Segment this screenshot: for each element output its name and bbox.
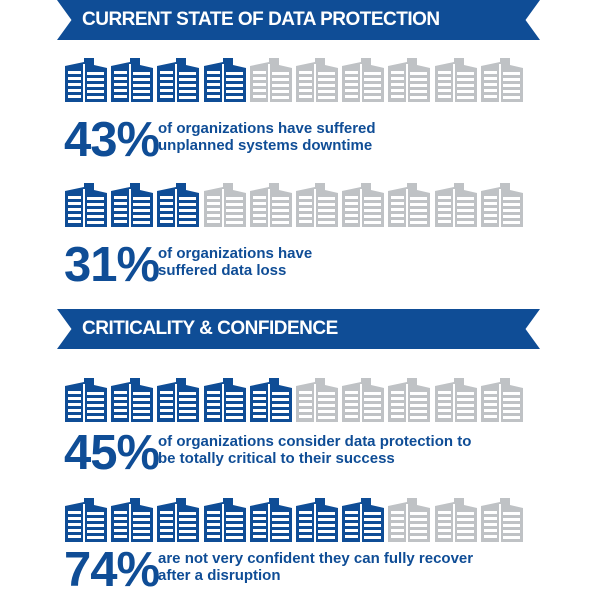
office-building-icon (249, 498, 293, 542)
office-building-icon (110, 498, 154, 542)
office-building-icon (480, 183, 524, 227)
office-building-icon (387, 58, 431, 102)
office-building-icon (110, 378, 154, 422)
office-building-icon (387, 378, 431, 422)
section-title: CURRENT STATE OF DATA PROTECTION (82, 9, 440, 30)
office-building-icon (64, 58, 108, 102)
stat-description-line: after a disruption (158, 567, 281, 584)
office-building-icon (341, 378, 385, 422)
stat-downtime: 43% of organizations have suffered unpla… (64, 115, 564, 165)
office-building-icon (249, 378, 293, 422)
office-building-icon (249, 183, 293, 227)
office-building-icon (203, 498, 247, 542)
office-building-icon (203, 183, 247, 227)
section-banner-criticality: CRITICALITY & CONFIDENCE (57, 309, 540, 349)
office-building-icon (156, 498, 200, 542)
office-building-icon (156, 58, 200, 102)
stat-critical: 45% of organizations consider data prote… (64, 428, 564, 478)
office-building-icon (295, 378, 339, 422)
office-building-icon (480, 58, 524, 102)
stat-percent: 45% (64, 426, 160, 480)
stat-description: of organizations consider data protectio… (158, 433, 471, 467)
office-building-icon (249, 58, 293, 102)
stat-description-line: of organizations have (158, 245, 313, 262)
office-building-icon (64, 183, 108, 227)
stat-data-loss: 31% of organizations have suffered data … (64, 240, 564, 290)
office-building-icon (295, 183, 339, 227)
stat-percent: 43% (64, 113, 160, 167)
office-building-icon (156, 183, 200, 227)
section-banner-current-state: CURRENT STATE OF DATA PROTECTION (57, 0, 540, 40)
stat-description-line: of organizations consider data protectio… (158, 433, 472, 450)
building-icon-row (64, 58, 524, 102)
office-building-icon (295, 498, 339, 542)
office-building-icon (64, 498, 108, 542)
stat-percent: 74% (64, 543, 160, 597)
office-building-icon (341, 183, 385, 227)
office-building-icon (295, 58, 339, 102)
office-building-icon (480, 498, 524, 542)
building-icon-row (64, 498, 524, 542)
building-icon-row (64, 183, 524, 227)
office-building-icon (341, 498, 385, 542)
stat-description-line: are not very confident they can fully re… (158, 550, 474, 567)
stat-percent: 31% (64, 238, 160, 292)
office-building-icon (434, 183, 478, 227)
stat-description-line: suffered data loss (158, 262, 287, 279)
building-icon-row (64, 378, 524, 422)
office-building-icon (387, 498, 431, 542)
office-building-icon (156, 378, 200, 422)
stat-confidence: 74% are not very confident they can full… (64, 545, 564, 595)
office-building-icon (64, 378, 108, 422)
office-building-icon (203, 378, 247, 422)
office-building-icon (434, 378, 478, 422)
office-building-icon (110, 58, 154, 102)
stat-description: of organizations have suffered unplanned… (158, 120, 376, 154)
stat-description-line: unplanned systems downtime (158, 137, 373, 154)
office-building-icon (341, 58, 385, 102)
office-building-icon (480, 378, 524, 422)
office-building-icon (110, 183, 154, 227)
stat-description: of organizations have suffered data loss (158, 245, 312, 279)
office-building-icon (387, 183, 431, 227)
office-building-icon (434, 498, 478, 542)
stat-description: are not very confident they can fully re… (158, 550, 473, 584)
section-title: CRITICALITY & CONFIDENCE (82, 318, 338, 339)
stat-description-line: of organizations have suffered (158, 120, 376, 137)
stat-description-line: be totally critical to their success (158, 450, 395, 467)
office-building-icon (434, 58, 478, 102)
office-building-icon (203, 58, 247, 102)
